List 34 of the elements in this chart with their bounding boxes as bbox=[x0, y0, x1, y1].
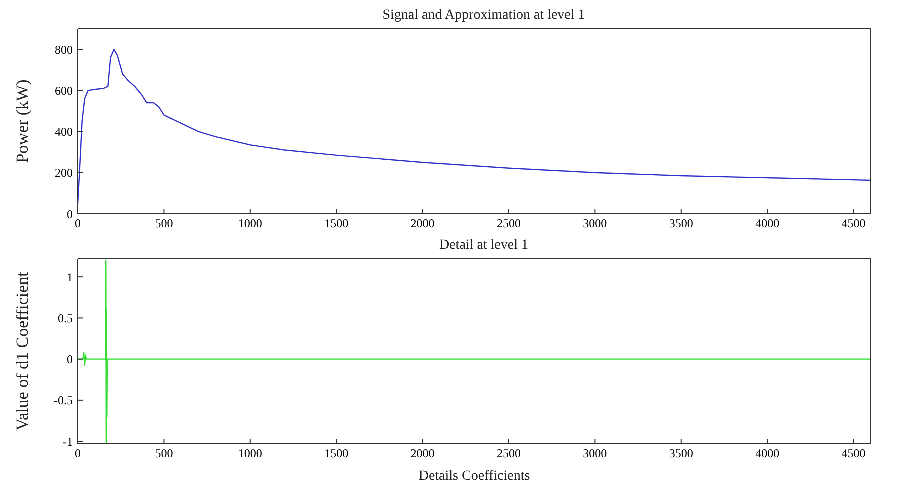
x-tick-label: 3000 bbox=[583, 446, 608, 461]
y-tick-label: 800 bbox=[55, 42, 73, 57]
y-tick-label: 600 bbox=[55, 84, 73, 98]
line-series bbox=[78, 260, 871, 444]
x-tick-label: 1000 bbox=[238, 446, 262, 461]
x-tick-label: 1000 bbox=[238, 216, 262, 231]
x-tick-label: 500 bbox=[155, 216, 174, 231]
y-axis-title: Value of d1 Coefficient bbox=[13, 272, 32, 431]
x-tick-label: 2000 bbox=[410, 446, 435, 461]
x-tick-label: 2500 bbox=[496, 446, 521, 461]
y-tick-label: 400 bbox=[55, 125, 73, 140]
x-tick-label: 2500 bbox=[496, 216, 521, 231]
x-tick-label: 4500 bbox=[842, 446, 866, 461]
x-tick-label: 4000 bbox=[756, 216, 780, 231]
x-axis-title: Details Coefficients bbox=[418, 468, 530, 484]
x-tick-label: 3500 bbox=[669, 446, 694, 461]
y-tick-label: -0.5 bbox=[54, 394, 73, 408]
chart-title: Signal and Approximation at level 1 bbox=[382, 8, 586, 24]
x-tick-label: 1500 bbox=[324, 446, 349, 461]
x-tick-label: 500 bbox=[155, 446, 174, 461]
y-tick-label: 0.5 bbox=[58, 311, 73, 326]
y-axis-title: Power (kW) bbox=[13, 80, 32, 164]
y-tick-label: 1 bbox=[67, 270, 73, 284]
y-tick-label: 0 bbox=[67, 352, 73, 367]
y-tick-label: -1 bbox=[63, 434, 73, 449]
x-tick-label: 3500 bbox=[669, 216, 694, 231]
chart-title: Detail at level 1 bbox=[438, 238, 530, 254]
x-tick-label: 4000 bbox=[756, 446, 780, 461]
y-tick-label: 200 bbox=[55, 166, 73, 180]
x-tick-label: 3000 bbox=[583, 216, 608, 231]
x-tick-label: 2000 bbox=[410, 216, 435, 231]
y-tick-label: 0 bbox=[67, 207, 73, 222]
x-tick-label: 1500 bbox=[324, 216, 349, 231]
x-tick-label: 4500 bbox=[842, 216, 866, 231]
